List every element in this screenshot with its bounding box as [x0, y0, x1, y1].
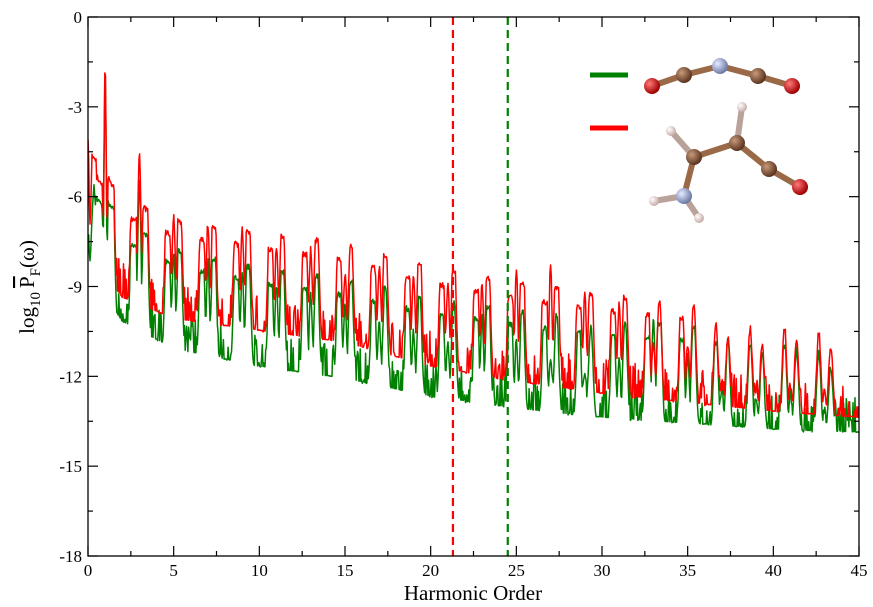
y-axis-title-symbol: P — [15, 276, 39, 288]
y-tick-label: -9 — [68, 278, 82, 297]
x-tick-label: 30 — [594, 561, 611, 580]
legend — [590, 58, 808, 223]
linear-molecule-icon — [644, 58, 800, 94]
y-axis-title-arg: (ω) — [15, 240, 39, 268]
x-tick-label: 0 — [84, 561, 93, 580]
series-layer — [88, 72, 859, 434]
axis-ticks: 0 5 10 15 20 25 30 35 40 45 0 -3 -6 -9 -12 -15 -18 — [59, 8, 867, 580]
y-axis-title: log10 PF(ω) — [15, 240, 44, 334]
x-tick-label: 5 — [169, 561, 178, 580]
x-tick-label: 45 — [851, 561, 868, 580]
y-tick-label: -15 — [59, 457, 82, 476]
series-line — [88, 75, 859, 434]
x-tick-label: 15 — [337, 561, 354, 580]
y-tick-label: -3 — [68, 98, 82, 117]
cutoff-lines — [451, 17, 509, 556]
y-tick-label: -6 — [68, 188, 82, 207]
x-tick-label: 10 — [251, 561, 268, 580]
x-tick-label: 35 — [679, 561, 696, 580]
y-tick-label: 0 — [74, 8, 83, 27]
x-tick-label: 40 — [765, 561, 782, 580]
series-line — [88, 72, 859, 419]
x-tick-label: 25 — [508, 561, 525, 580]
y-axis-title-base-sub: 10 — [28, 292, 44, 307]
x-tick-label: 20 — [422, 561, 439, 580]
y-tick-label: -12 — [59, 367, 82, 386]
x-axis-title: Harmonic Order — [404, 581, 542, 605]
y-axis-title-base: log — [15, 307, 39, 334]
y-tick-label: -18 — [59, 547, 82, 566]
y-axis-title-symbol-sub: F — [28, 268, 44, 276]
svg-text:log10PF(ω): log10 PF(ω) — [15, 240, 44, 334]
branched-molecule-icon — [649, 102, 808, 223]
plot-frame — [87, 16, 860, 557]
